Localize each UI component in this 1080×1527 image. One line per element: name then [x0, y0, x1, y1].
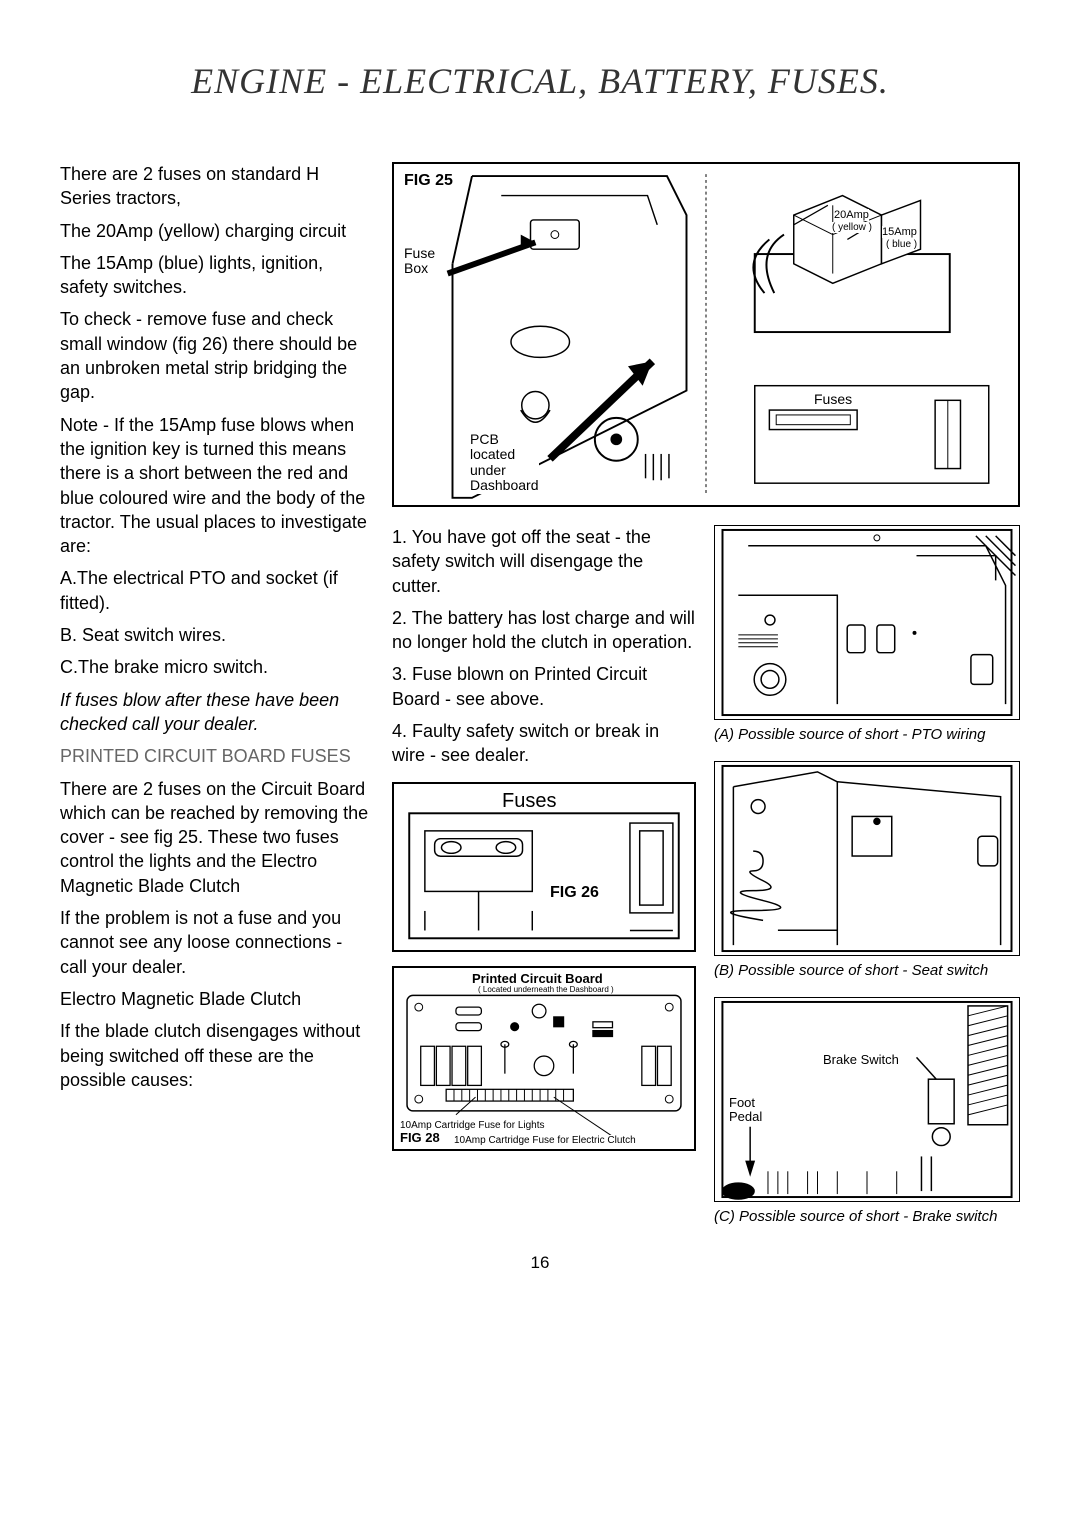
- para: If the problem is not a fuse and you can…: [60, 906, 374, 979]
- para: B. Seat switch wires.: [60, 623, 374, 647]
- para: There are 2 fuses on standard H Series t…: [60, 162, 374, 211]
- figure-b: [714, 761, 1020, 956]
- para: Note - If the 15Amp fuse blows when the …: [60, 413, 374, 559]
- figc-foot: Foot Pedal: [729, 1096, 762, 1125]
- fig25-pcb-label: PCB located under Dashboard: [470, 432, 539, 494]
- figure-25: FIG 25 Fuse Box PCB located under Dashbo…: [392, 162, 1020, 507]
- para: 3. Fuse blown on Printed Circuit Board -…: [392, 662, 696, 711]
- figA-svg: [715, 526, 1019, 719]
- caption-b: (B) Possible source of short - Seat swit…: [714, 962, 1020, 979]
- page-number: 16: [60, 1253, 1020, 1273]
- para: 2. The battery has lost charge and will …: [392, 606, 696, 655]
- para: The 15Amp (blue) lights, ignition, safet…: [60, 251, 374, 300]
- para: The 20Amp (yellow) charging circuit: [60, 219, 374, 243]
- fig26-fuses: Fuses: [502, 790, 556, 812]
- fig25-20amp: 20Amp: [834, 209, 869, 221]
- figc-brake: Brake Switch: [823, 1053, 899, 1067]
- fig25-fusebox-label: Fuse Box: [404, 246, 435, 277]
- para: To check - remove fuse and check small w…: [60, 307, 374, 404]
- fig28-note2: 10Amp Cartridge Fuse for Electric Clutch: [454, 1135, 636, 1146]
- para: 1. You have got off the seat - the safet…: [392, 525, 696, 598]
- fig25-15amp: 15Amp: [882, 226, 917, 238]
- para: 4. Faulty safety switch or break in wire…: [392, 719, 696, 768]
- para: C.The brake micro switch.: [60, 655, 374, 679]
- fig25-title: FIG 25: [404, 172, 453, 190]
- figure-26: Fuses FIG 26: [392, 782, 696, 952]
- para: There are 2 fuses on the Circuit Board w…: [60, 777, 374, 898]
- fig25-blue: ( blue ): [886, 239, 917, 250]
- figB-svg: [715, 762, 1019, 955]
- para: Electro Magnetic Blade Clutch: [60, 987, 374, 1011]
- fig28-head: Printed Circuit Board: [472, 972, 603, 986]
- para: A.The electrical PTO and socket (if fitt…: [60, 566, 374, 615]
- caption-a: (A) Possible source of short - PTO wirin…: [714, 726, 1020, 743]
- para-italic: If fuses blow after these have been chec…: [60, 688, 374, 737]
- para: If the blade clutch disengages without b…: [60, 1019, 374, 1092]
- figure-c: Foot Pedal Brake Switch: [714, 997, 1020, 1202]
- fig26-title: FIG 26: [550, 884, 599, 902]
- fig28-title: FIG 28: [400, 1131, 440, 1145]
- page-title: ENGINE - ELECTRICAL, BATTERY, FUSES.: [60, 60, 1020, 102]
- fig25-fuses-label: Fuses: [814, 392, 852, 407]
- figure-28: Printed Circuit Board ( Located undernea…: [392, 966, 696, 1151]
- fig28-note1: 10Amp Cartridge Fuse for Lights: [400, 1120, 545, 1131]
- figure-a: [714, 525, 1020, 720]
- fig28-sub: ( Located underneath the Dashboard ): [478, 986, 614, 995]
- column-left: There are 2 fuses on standard H Series t…: [60, 162, 374, 1225]
- fig25-yellow: ( yellow ): [832, 222, 872, 233]
- caption-c: (C) Possible source of short - Brake swi…: [714, 1208, 1020, 1225]
- section-heading: PRINTED CIRCUIT BOARD FUSES: [60, 744, 374, 768]
